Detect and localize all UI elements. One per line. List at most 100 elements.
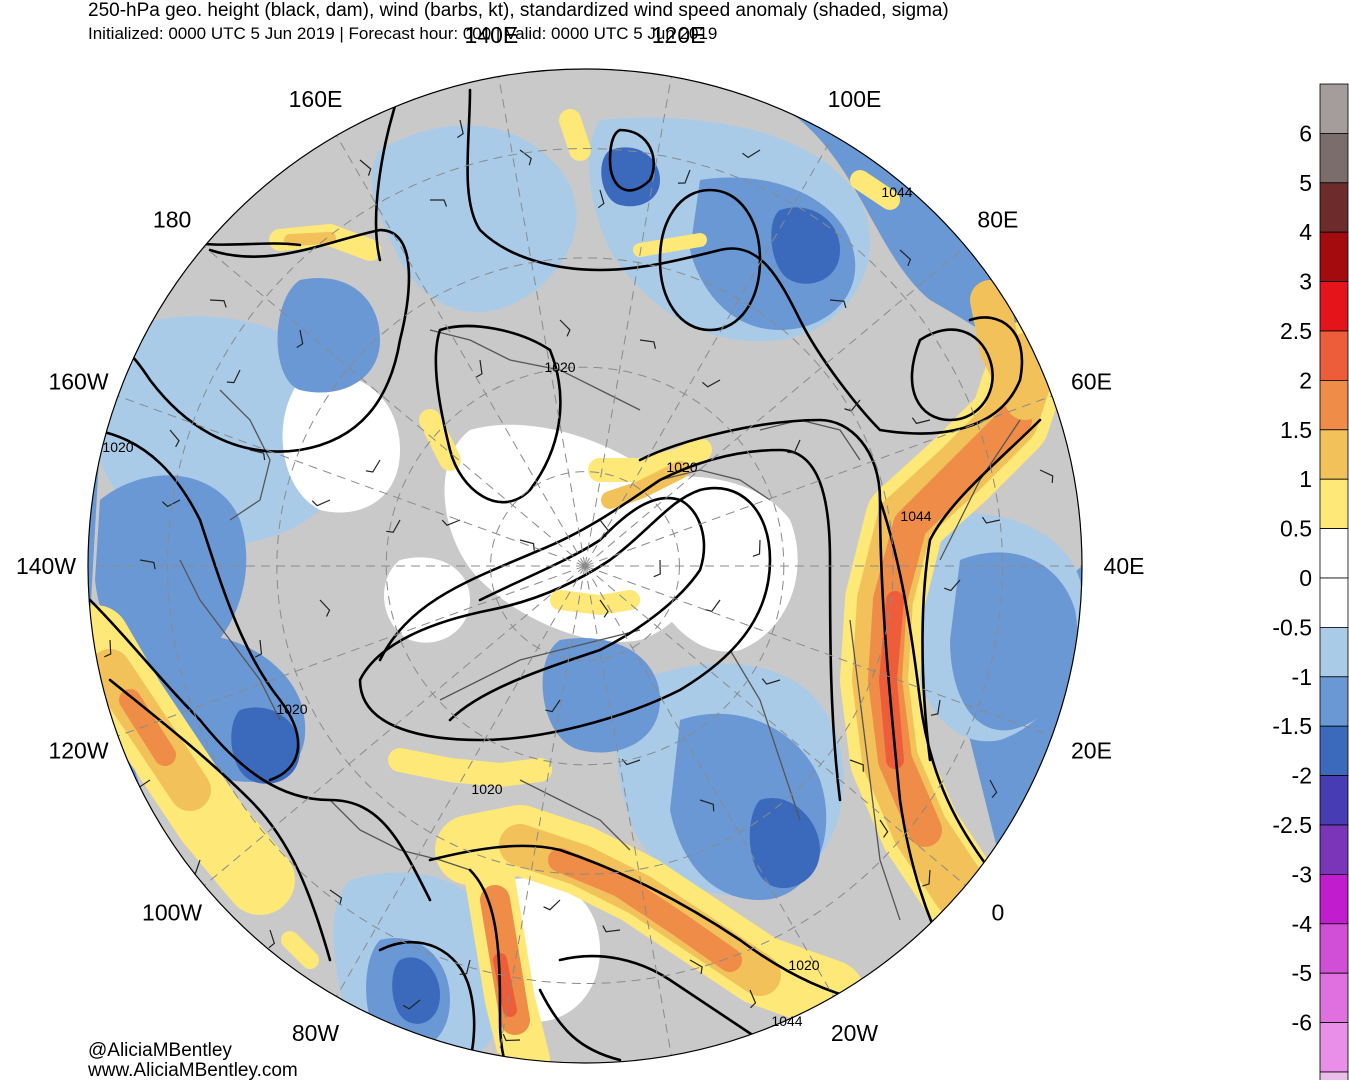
contour-label: 1044 — [771, 1013, 802, 1029]
longitude-label: 60E — [1071, 369, 1112, 395]
map-field — [88, 69, 1082, 1063]
coastline — [519, 779, 631, 851]
parallel-circle — [490, 471, 680, 661]
wind-barb — [752, 539, 761, 557]
height-contour — [93, 428, 300, 782]
hudson-jet-yellow — [281, 931, 319, 969]
height-contour — [878, 498, 992, 872]
arctic-jet-yellow — [588, 438, 712, 482]
colorbar-swatch — [1319, 972, 1349, 1024]
arctic-jet-yellow — [419, 409, 461, 471]
blue-patch — [95, 475, 247, 672]
longitude-label: 60W — [468, 1084, 516, 1086]
coastline — [179, 559, 281, 721]
wind-barb — [169, 429, 180, 448]
longitude-label: 40W — [655, 1084, 703, 1086]
height-contour — [378, 448, 842, 802]
meridian-line — [584, 565, 1053, 737]
colorbar-swatch — [1319, 1071, 1349, 1080]
meridian-line — [203, 565, 586, 886]
colorbar-label: 1 — [1299, 466, 1312, 492]
siberia-jet-yellow — [559, 109, 591, 161]
height-contour — [468, 868, 522, 1063]
height-contour — [910, 328, 994, 422]
credit-handle: @AliciaMBentley — [88, 1040, 232, 1061]
bering-jet-orange — [284, 232, 336, 246]
colorbar-swatches — [1319, 83, 1349, 1080]
longitude-label: 100W — [142, 899, 202, 925]
colorbar-swatch — [1319, 231, 1349, 282]
map-boundary — [87, 68, 1083, 1064]
longitude-label: 80W — [292, 1020, 340, 1046]
colorbar-label: -6 — [1292, 1010, 1312, 1036]
colorbar-swatch — [1319, 923, 1349, 974]
colorbar-swatch — [1319, 429, 1349, 480]
dark-blue-patch — [392, 957, 440, 1024]
longitude-label: 120W — [48, 737, 108, 763]
coastline — [849, 619, 901, 921]
wind-barb — [457, 119, 464, 139]
dark-blue-patch — [231, 707, 300, 784]
parallel-circle — [276, 257, 894, 875]
colorbar-swatch — [1319, 281, 1349, 332]
meridian-line — [336, 565, 586, 997]
height-contour — [538, 988, 622, 1062]
parallel-circle — [167, 148, 1003, 984]
wind-barb — [441, 519, 461, 526]
colorbar-label: 2.5 — [1280, 318, 1312, 344]
height-contour — [638, 418, 962, 982]
wind-barb — [459, 959, 471, 976]
longitude-label: 120E — [652, 22, 706, 48]
longitude-label: 100E — [828, 86, 882, 112]
colorbar-swatch — [1319, 874, 1349, 925]
meridian-line — [117, 395, 586, 567]
colorbar: -6 -5 -4 -3 -2.5 -2 -1.5 -1 -0.5 0 0.5 1 1.5 2 2.5 3 4 5 6 — [1272, 83, 1349, 1080]
longitude-label: 160E — [289, 86, 343, 112]
colorbar-label: 2 — [1299, 367, 1312, 393]
colorbar-label: -3 — [1292, 861, 1312, 887]
height-contour — [428, 844, 862, 1002]
meridian-line — [584, 135, 834, 567]
coastline — [219, 389, 271, 521]
wind-barb — [989, 779, 998, 799]
colorbar-swatch — [1319, 83, 1349, 134]
height-contour — [374, 88, 402, 262]
longitude-label: 20W — [831, 1020, 879, 1046]
wind-barb — [922, 869, 931, 887]
wind-barb — [787, 439, 801, 454]
wind-barb — [161, 499, 181, 508]
wind-barb — [502, 1033, 521, 1042]
meridian-line — [584, 565, 672, 1056]
colorbar-label: 3 — [1299, 269, 1312, 295]
colorbar-label: 0 — [1299, 565, 1312, 591]
longitude-label: 180 — [153, 207, 191, 233]
longitude-label: 140W — [16, 553, 76, 579]
wind-barb — [749, 989, 757, 1009]
meridian-line — [584, 395, 1053, 567]
height-contour — [921, 418, 1042, 762]
map-subtitle: Initialized: 0000 UTC 5 Jun 2019 | Forec… — [88, 24, 718, 43]
colorbar-labels: -6 -5 -4 -3 -2.5 -2 -1.5 -1 -0.5 0 0.5 1 1.5 2 2.5 3 4 5 6 — [1272, 120, 1312, 1035]
height-contour — [558, 954, 762, 1042]
longitude-label: 160W — [48, 369, 108, 395]
wind-barb — [981, 516, 1001, 524]
colorbar-label: -2 — [1292, 763, 1312, 789]
coastline — [939, 419, 1021, 561]
colorbar-label: -5 — [1292, 960, 1312, 986]
wind-barb — [879, 819, 889, 838]
contour-label: 1020 — [666, 459, 697, 475]
colorbar-label: -0.5 — [1272, 614, 1312, 640]
colorbar-label: 4 — [1299, 219, 1312, 245]
wind-barb — [602, 925, 621, 933]
wind-barb — [311, 499, 331, 507]
meridian-line — [498, 565, 586, 1056]
wind-barb — [519, 539, 535, 551]
colorbar-swatch — [1319, 133, 1349, 184]
mongolia-jet-yellow — [850, 170, 900, 210]
longitude-label: 80E — [977, 207, 1018, 233]
coastline — [729, 649, 801, 821]
wind-barb — [386, 519, 401, 533]
wind-barb — [930, 699, 941, 716]
credit-website: www.AliciaMBentley.com — [88, 1060, 298, 1081]
